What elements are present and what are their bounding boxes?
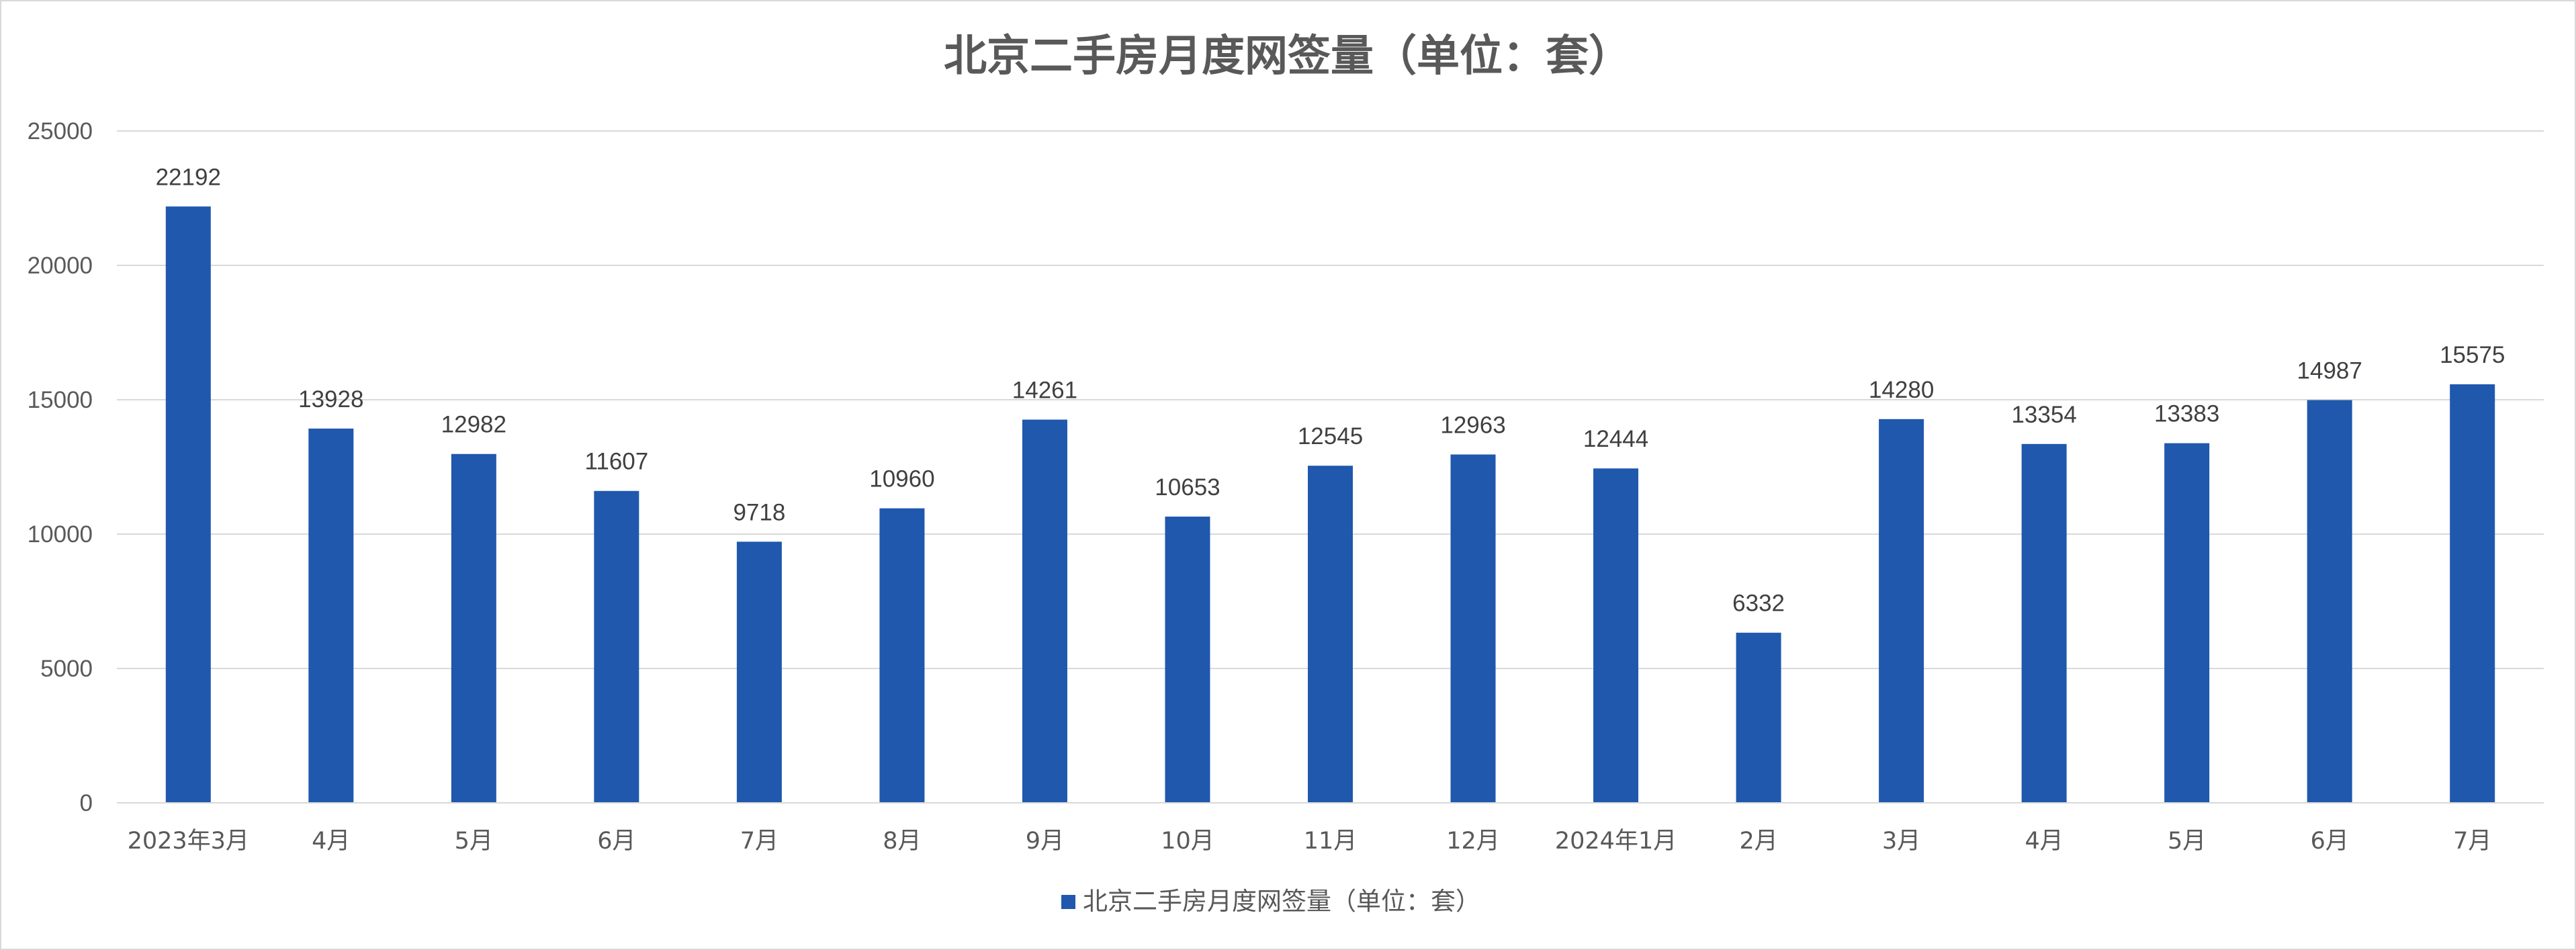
data-label: 14261 [1012, 378, 1077, 404]
bar[interactable] [308, 428, 354, 803]
data-labels: 22192 13928 12982 11607 9718 10960 14261 10653 1… [156, 164, 2505, 616]
data-label: 22192 [156, 164, 221, 190]
bar[interactable] [1593, 468, 1639, 803]
x-category-label: 4月 [2025, 828, 2063, 855]
legend-swatch [1061, 895, 1075, 909]
data-label: 12982 [441, 412, 506, 438]
x-category-label: 10月 [1161, 828, 1214, 855]
x-category-label: 2月 [1739, 828, 1777, 855]
data-label: 14280 [1869, 377, 1934, 403]
bar[interactable] [165, 206, 211, 803]
bar[interactable] [594, 490, 639, 803]
bar[interactable] [1879, 419, 1924, 803]
data-label: 12545 [1298, 423, 1363, 449]
x-category-label: 12月 [1446, 828, 1500, 855]
data-label: 6332 [1732, 591, 1785, 617]
y-tick-label: 10000 [28, 521, 93, 548]
legend[interactable]: 北京二手房月度网签量（单位：套） [1061, 887, 1480, 916]
bar[interactable] [1736, 632, 1781, 803]
x-category-label: 9月 [1026, 828, 1064, 855]
x-category-label: 8月 [883, 828, 921, 855]
data-label: 13928 [298, 386, 363, 413]
y-axis-tick-labels: 0 5000 10000 15000 20000 25000 [28, 118, 93, 816]
data-label: 13354 [2011, 402, 2076, 428]
x-category-label: 4月 [312, 828, 350, 855]
y-tick-label: 5000 [40, 656, 93, 682]
legend-label: 北京二手房月度网签量（单位：套） [1083, 887, 1480, 916]
bar[interactable] [1308, 466, 1353, 803]
x-category-label: 2023年3月 [128, 828, 249, 855]
bars [165, 206, 2495, 803]
data-label: 12963 [1440, 412, 1505, 438]
x-category-label: 11月 [1304, 828, 1358, 855]
bar[interactable] [451, 454, 496, 803]
y-tick-label: 15000 [28, 387, 93, 413]
bar[interactable] [2450, 384, 2495, 803]
y-tick-label: 20000 [28, 253, 93, 279]
bar[interactable] [1450, 454, 1496, 803]
x-category-label: 5月 [2168, 828, 2206, 855]
y-tick-label: 0 [80, 790, 93, 816]
data-label: 15575 [2440, 342, 2505, 368]
chart-title: 北京二手房月度网签量（单位：套） [944, 32, 1632, 81]
x-category-label: 7月 [2453, 828, 2491, 855]
data-label: 12444 [1583, 426, 1648, 452]
data-label: 11607 [584, 449, 648, 475]
x-axis-category-labels: 2023年3月 4月 5月 6月 7月 8月 9月 10月 11月 12月 2024年1月 2月 3月 4… [128, 828, 2492, 855]
data-label: 13383 [2154, 401, 2219, 427]
y-tick-label: 25000 [28, 118, 93, 144]
bar[interactable] [1022, 419, 1067, 803]
data-label: 14987 [2297, 358, 2362, 384]
bar[interactable] [879, 508, 925, 803]
bar[interactable] [736, 542, 782, 803]
x-category-label: 6月 [597, 828, 635, 855]
bar[interactable] [2164, 443, 2210, 803]
x-category-label: 2024年1月 [1555, 828, 1677, 855]
x-category-label: 5月 [455, 828, 493, 855]
x-category-label: 6月 [2311, 828, 2349, 855]
data-label: 9718 [733, 499, 785, 525]
data-label: 10960 [869, 466, 934, 492]
bar[interactable] [2021, 443, 2067, 803]
bar[interactable] [2307, 400, 2352, 803]
x-category-label: 7月 [740, 828, 779, 855]
data-label: 10653 [1155, 474, 1220, 501]
bar[interactable] [1165, 516, 1210, 803]
gridlines [117, 130, 2544, 669]
x-category-label: 3月 [1882, 828, 1920, 855]
